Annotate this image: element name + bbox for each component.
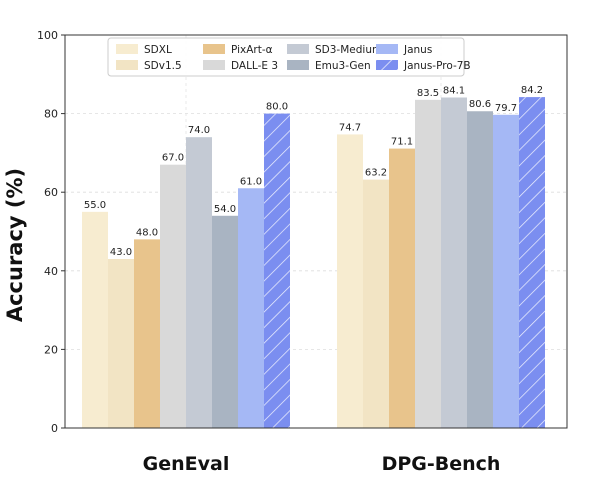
bar-sdv1-5-0 — [108, 259, 134, 428]
bar-value-label: 61.0 — [240, 176, 262, 187]
bar-hatch — [264, 113, 290, 428]
bar-value-label: 84.1 — [443, 85, 465, 96]
bar-sdxl-0 — [82, 211, 108, 428]
y-tick-label: 0 — [51, 422, 58, 435]
bar-janus-1 — [493, 114, 519, 429]
plot-frame — [64, 34, 568, 429]
x-category-label: DPG-Bench — [382, 453, 501, 475]
bar-pixart--0 — [134, 239, 160, 428]
legend-entry-label: Janus-Pro-7B — [403, 60, 471, 72]
bar-value-label: 71.1 — [391, 137, 413, 148]
legend-box — [107, 37, 465, 77]
legend-swatch-hatch — [376, 60, 398, 70]
bar-pixart--1 — [389, 148, 415, 428]
legend-swatch — [116, 60, 138, 70]
bar-value-label: 43.0 — [110, 247, 132, 258]
legend-entry-label: DALL-E 3 — [231, 60, 278, 72]
bar-value-label: 80.0 — [266, 102, 288, 113]
bar-value-label: 84.2 — [521, 85, 543, 96]
legend-entry-label: PixArt-α — [231, 44, 273, 56]
legend-swatch — [376, 44, 398, 54]
bar-value-label: 80.6 — [469, 99, 491, 110]
y-axis-title: Accuracy (%) — [3, 168, 27, 322]
bar-value-label: 54.0 — [214, 204, 236, 215]
bar-emu3-gen-0 — [212, 215, 238, 428]
bar-value-label: 74.7 — [339, 122, 361, 133]
y-tick-label: 60 — [44, 186, 58, 199]
bar-sd3-medium-1 — [441, 97, 467, 428]
y-tick-label: 80 — [44, 108, 58, 121]
legend-entry-label: Janus — [403, 44, 432, 56]
legend-entry-label: SD3-Medium — [315, 44, 382, 56]
legend-swatch — [287, 44, 309, 54]
bar-value-label: 48.0 — [136, 227, 158, 238]
bar-value-label: 63.2 — [365, 168, 387, 179]
legend-entry-label: Emu3-Gen — [315, 60, 371, 72]
legend-swatch — [287, 60, 309, 70]
bar-dall-e-3-1 — [415, 99, 441, 428]
bar-value-label: 79.7 — [495, 103, 517, 114]
legend-swatch — [203, 44, 225, 54]
y-tick-label: 100 — [37, 29, 58, 42]
bar-hatch — [519, 97, 545, 429]
bar-value-label: 83.5 — [417, 88, 439, 99]
bar-sdv1-5-1 — [363, 179, 389, 428]
bar-value-label: 55.0 — [84, 200, 106, 211]
legend-entry-label: SDXL — [144, 44, 172, 56]
bar-sd3-medium-0 — [186, 137, 212, 428]
legend-entry-label: SDv1.5 — [144, 60, 182, 72]
bar-dall-e-3-0 — [160, 164, 186, 428]
legend-swatch — [116, 44, 138, 54]
bar-sdxl-1 — [337, 134, 363, 428]
bar-janus-0 — [238, 188, 264, 428]
y-tick-label: 20 — [44, 343, 58, 356]
y-tick-label: 40 — [44, 265, 58, 278]
bar-value-label: 67.0 — [162, 153, 184, 164]
legend-swatch — [203, 60, 225, 70]
bar-emu3-gen-1 — [467, 111, 493, 428]
bar-value-label: 74.0 — [188, 125, 210, 136]
x-category-label: GenEval — [143, 453, 230, 475]
